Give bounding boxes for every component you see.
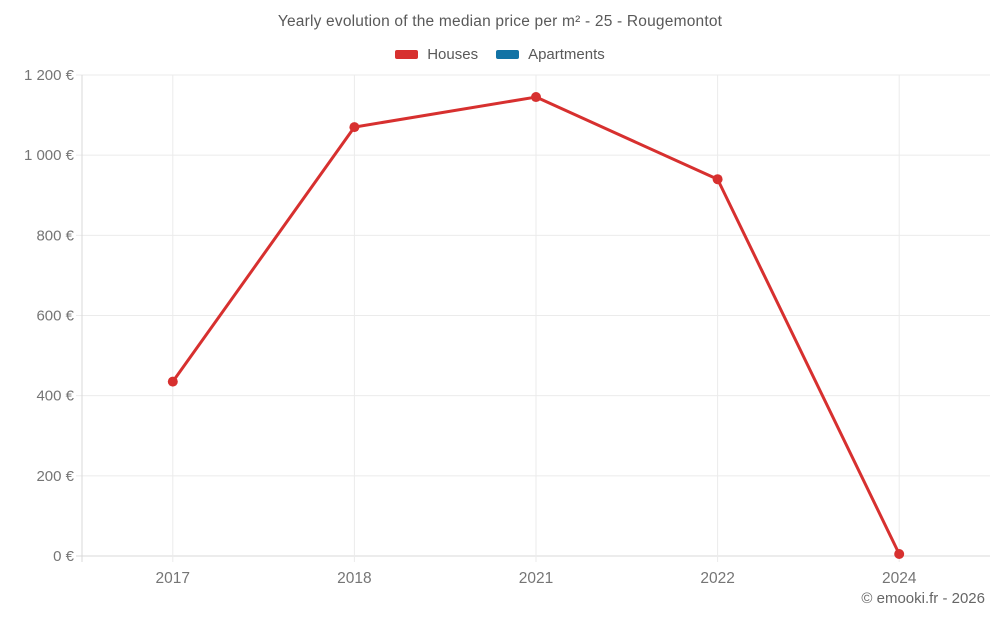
chart-title: Yearly evolution of the median price per… [277,13,723,30]
legend-item-houses[interactable]: Houses [395,46,478,63]
y-tick-label: 200 € [36,468,74,485]
x-tick-label: 2022 [700,570,734,587]
apartments-legend-swatch-icon [496,50,520,59]
y-tick-label: 800 € [36,227,74,244]
data-point[interactable] [712,174,723,185]
data-point[interactable] [349,122,360,133]
legend-label-houses: Houses [427,46,479,63]
footer-credit: © emooki.fr - 2026 [861,590,985,607]
data-point[interactable] [894,548,905,559]
x-tick-label: 2018 [337,570,371,587]
data-point[interactable] [531,92,541,103]
y-tick-label: 400 € [36,388,74,405]
legend-label-apartments: Apartments [528,46,605,63]
y-tick-label: 600 € [36,308,74,325]
x-tick-label: 2021 [519,570,553,587]
legend-item-apartments[interactable]: Apartments [496,46,605,63]
y-tick-label: 0 € [53,548,75,565]
y-tick-label: 1 200 € [24,67,75,84]
x-tick-label: 2017 [156,570,190,587]
y-tick-label: 1 000 € [24,147,75,164]
houses-legend-swatch-icon [395,50,419,59]
data-point[interactable] [167,376,178,387]
x-tick-label: 2024 [882,570,917,587]
legend: Houses Apartments [0,46,1000,63]
